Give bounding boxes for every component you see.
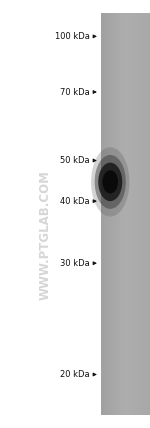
- Bar: [100, 13, 102, 415]
- Bar: [129, 13, 130, 415]
- Text: 100 kDa: 100 kDa: [55, 32, 90, 41]
- Bar: [147, 13, 148, 415]
- Text: 50 kDa: 50 kDa: [60, 156, 90, 165]
- Bar: [102, 13, 104, 415]
- Bar: [132, 13, 134, 415]
- Bar: [120, 13, 122, 415]
- Bar: [124, 13, 125, 415]
- Ellipse shape: [95, 155, 126, 209]
- Bar: [130, 13, 132, 415]
- Text: 20 kDa: 20 kDa: [60, 370, 90, 379]
- Bar: [114, 13, 115, 415]
- Ellipse shape: [98, 163, 122, 201]
- Bar: [137, 13, 138, 415]
- Bar: [143, 13, 145, 415]
- Bar: [115, 13, 117, 415]
- Bar: [122, 13, 124, 415]
- Bar: [109, 13, 110, 415]
- Bar: [140, 13, 142, 415]
- Bar: [138, 13, 140, 415]
- Bar: [134, 13, 135, 415]
- Bar: [104, 13, 105, 415]
- Bar: [142, 13, 143, 415]
- Text: 40 kDa: 40 kDa: [60, 196, 90, 206]
- Text: 70 kDa: 70 kDa: [60, 87, 90, 97]
- Ellipse shape: [102, 170, 118, 193]
- Text: WWW.PTGLAB.COM: WWW.PTGLAB.COM: [39, 170, 51, 300]
- Bar: [117, 13, 119, 415]
- Bar: [119, 13, 120, 415]
- Bar: [112, 13, 114, 415]
- Bar: [135, 13, 137, 415]
- Bar: [145, 13, 147, 415]
- Ellipse shape: [91, 147, 129, 217]
- Bar: [105, 13, 107, 415]
- Text: 30 kDa: 30 kDa: [60, 259, 90, 268]
- Bar: [127, 13, 129, 415]
- Bar: [125, 13, 127, 415]
- Bar: [110, 13, 112, 415]
- Bar: [148, 13, 150, 415]
- Bar: [107, 13, 109, 415]
